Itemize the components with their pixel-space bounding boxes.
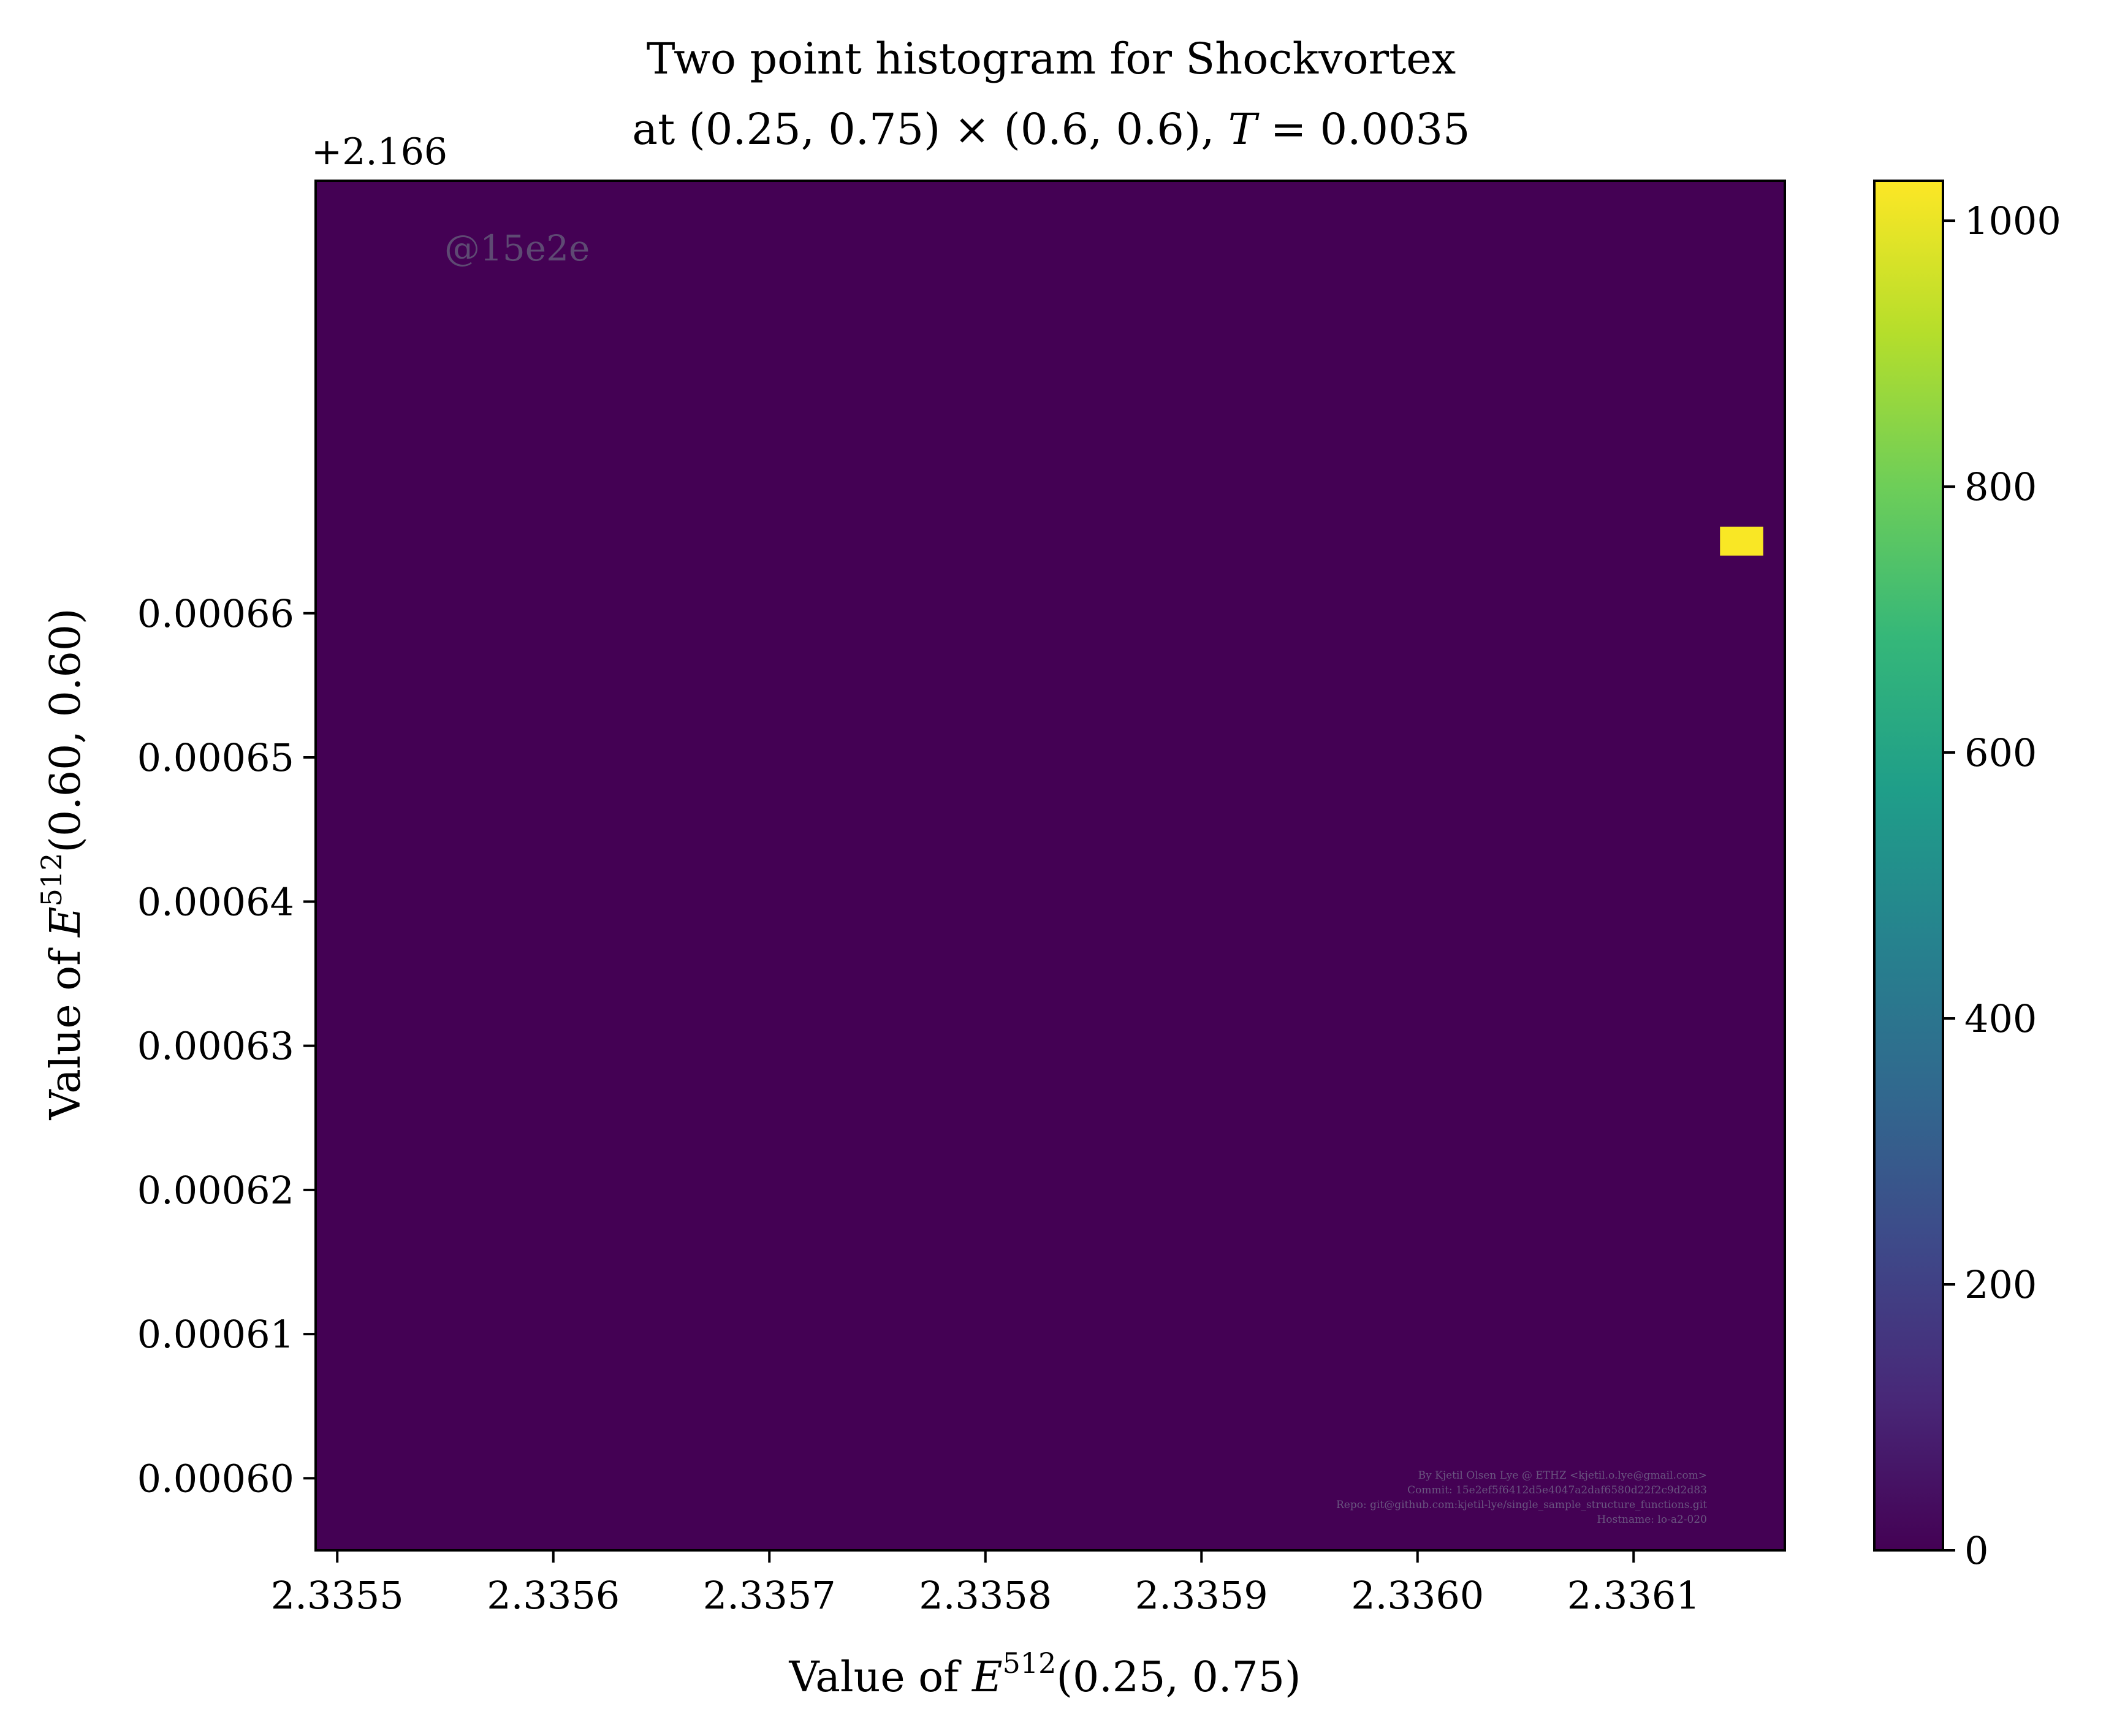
colorbar-tick-label: 1000 [1964,199,2061,243]
footer-repo: Repo: git@github.com:kjetil-lye/single_s… [1336,1499,1707,1511]
y-axis-label-suffix: (0.60, 0.60) [42,608,90,852]
y-tick-label: 0.00060 [137,1456,294,1501]
x-tick-label: 2.3360 [1351,1573,1484,1618]
x-tick-label: 2.3361 [1567,1573,1700,1618]
y-axis-label-superscript: 512 [35,853,68,907]
y-axis: 0.00060 0.00061 0.00062 0.00063 0.00064 0.000… [137,591,316,1501]
y-tick-label: 0.00066 [137,591,294,636]
x-tick-label: 2.3356 [487,1573,620,1618]
chart-title-line-2-prefix: at (0.25, 0.75) × (0.6, 0.6), [632,104,1228,154]
y-axis-label: Value of E512(0.60, 0.60) [35,608,90,1120]
heatmap-cells [1720,526,1763,556]
colorbar: 0 200 400 600 800 1000 [1873,180,2061,1573]
footer-commit: Commit: 15e2ef5f6412d5e4047a2daf6580d22f… [1407,1484,1707,1496]
footer-hostname: Hostname: lo-a2-020 [1597,1514,1707,1526]
y-tick-label: 0.00063 [137,1024,294,1069]
watermark: @15e2e [444,227,590,269]
heatmap-background [316,181,1785,1550]
x-tick-label: 2.3359 [1135,1573,1268,1618]
x-axis: 2.3355 2.3356 2.3357 2.3358 2.3359 2.3360 2.33… [271,1550,1700,1618]
colorbar-tick-label: 600 [1964,730,2037,775]
colorbar-tick-label: 200 [1964,1262,2037,1307]
x-axis-label-superscript: 512 [1003,1647,1057,1680]
x-tick-label: 2.3358 [919,1573,1052,1618]
y-tick-label: 0.00061 [137,1312,294,1357]
x-axis-label-prefix: Value of [788,1653,972,1702]
colorbar-tick-label: 0 [1964,1528,1988,1573]
colorbar-tick-label: 400 [1964,996,2037,1041]
chart-title-line-2: at (0.25, 0.75) × (0.6, 0.6), T = 0.0035 [632,104,1470,154]
y-tick-label: 0.00062 [137,1168,294,1213]
plot-area: @15e2e By Kjetil Olsen Lye @ ETHZ <kjeti… [314,180,1786,1552]
footer-author: By Kjetil Olsen Lye @ ETHZ <kjetil.o.lye… [1418,1469,1707,1482]
heatmap-cell [1720,526,1763,556]
x-axis-label-suffix: (0.25, 0.75) [1056,1653,1301,1702]
y-axis-offset-label: +2.166 [311,131,447,173]
colorbar-frame [1873,180,1944,1552]
y-tick-label: 0.00064 [137,879,294,924]
plot-frame [314,180,1786,1552]
x-tick-label: 2.3355 [271,1573,404,1618]
colorbar-tick-label: 800 [1964,464,2037,509]
y-axis-label-prefix: Value of [42,937,90,1121]
y-axis-label-symbol: E [42,906,90,938]
chart-title-line-1: Two point histogram for Shockvortex [647,34,1456,84]
chart-title-T-symbol: T [1228,104,1260,154]
x-axis-label: Value of E512(0.25, 0.75) [788,1647,1301,1702]
x-tick-label: 2.3357 [703,1573,836,1618]
footer-credits: By Kjetil Olsen Lye @ ETHZ <kjetil.o.lye… [1336,1469,1707,1526]
colorbar-gradient [1874,181,1943,1550]
x-axis-label-symbol: E [971,1653,1003,1702]
chart-title-line-2-suffix: = 0.0035 [1257,104,1470,154]
colorbar-ticks: 0 200 400 600 800 1000 [1943,199,2061,1573]
y-tick-label: 0.00065 [137,735,294,780]
